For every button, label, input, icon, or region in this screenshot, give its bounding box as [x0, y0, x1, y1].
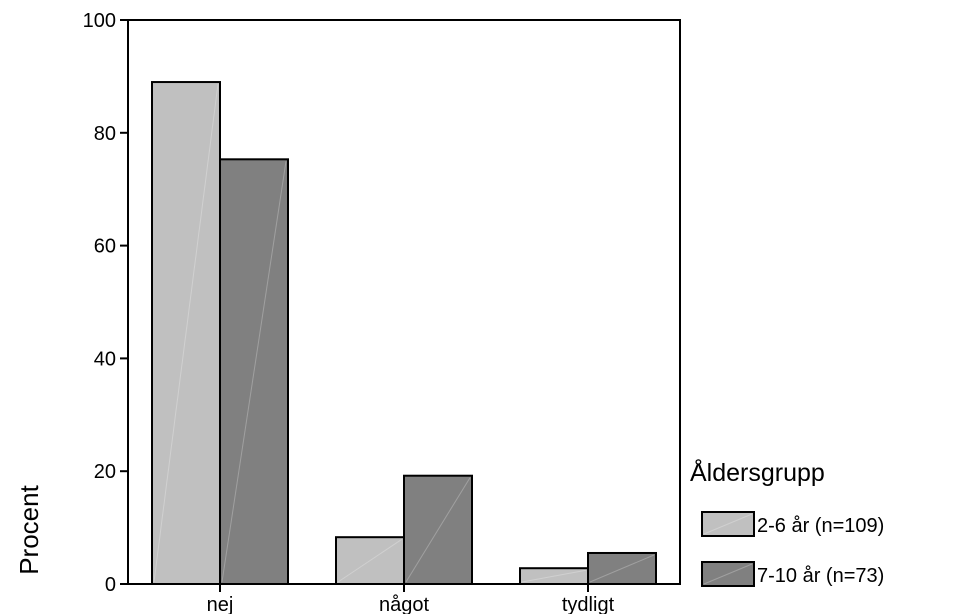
- legend-label: 7-10 år (n=73): [757, 565, 884, 587]
- y-tick-label: 20: [94, 461, 116, 483]
- bar: [403, 474, 473, 586]
- x-tick-label-1: något: [379, 594, 429, 614]
- bar-nej-series-1: [151, 81, 221, 585]
- legend-swatch-highlight: [703, 513, 753, 535]
- y-tick-label: 100: [83, 10, 116, 32]
- legend-item-2: 7-10 år (n=73): [701, 561, 884, 587]
- bar-highlight: [405, 477, 471, 583]
- bar-highlight: [221, 161, 287, 583]
- bars: [151, 81, 657, 586]
- legend-item-1: 2-6 år (n=109): [701, 511, 884, 537]
- legend: Åldersgrupp 2-6 år (n=109) 7-10 år (n=73): [690, 457, 884, 587]
- y-tick-label: 60: [94, 236, 116, 258]
- x-tick-label-2: tydligt: [562, 594, 615, 614]
- legend-swatch: [701, 561, 755, 587]
- bar-highlight: [337, 538, 403, 583]
- y-axis: 0 20 40 60 80 100: [83, 10, 128, 596]
- y-tick-label: 0: [105, 574, 116, 596]
- bar-highlight: [521, 569, 587, 583]
- bar-något-series-2: [403, 474, 473, 586]
- legend-label: 2-6 år (n=109): [757, 515, 884, 537]
- legend-swatch: [701, 511, 755, 537]
- bar: [587, 551, 657, 585]
- bar-highlight: [153, 83, 219, 583]
- legend-title: Åldersgrupp: [690, 457, 825, 487]
- legend-swatch-highlight: [703, 563, 753, 585]
- y-axis-label: Procent: [14, 484, 44, 574]
- y-tick-label: 40: [94, 348, 116, 370]
- y-tick-label: 80: [94, 123, 116, 145]
- x-tick-label-0: nej: [207, 594, 234, 614]
- bar-tydligt-series-2: [587, 551, 657, 585]
- bar-nej-series-2: [219, 158, 289, 585]
- x-axis: nej något tydligt: [207, 584, 615, 614]
- bar-highlight: [589, 554, 655, 583]
- bar-tydligt-series-1: [519, 567, 589, 586]
- bar: [219, 158, 289, 585]
- bar-något-series-1: [335, 536, 405, 585]
